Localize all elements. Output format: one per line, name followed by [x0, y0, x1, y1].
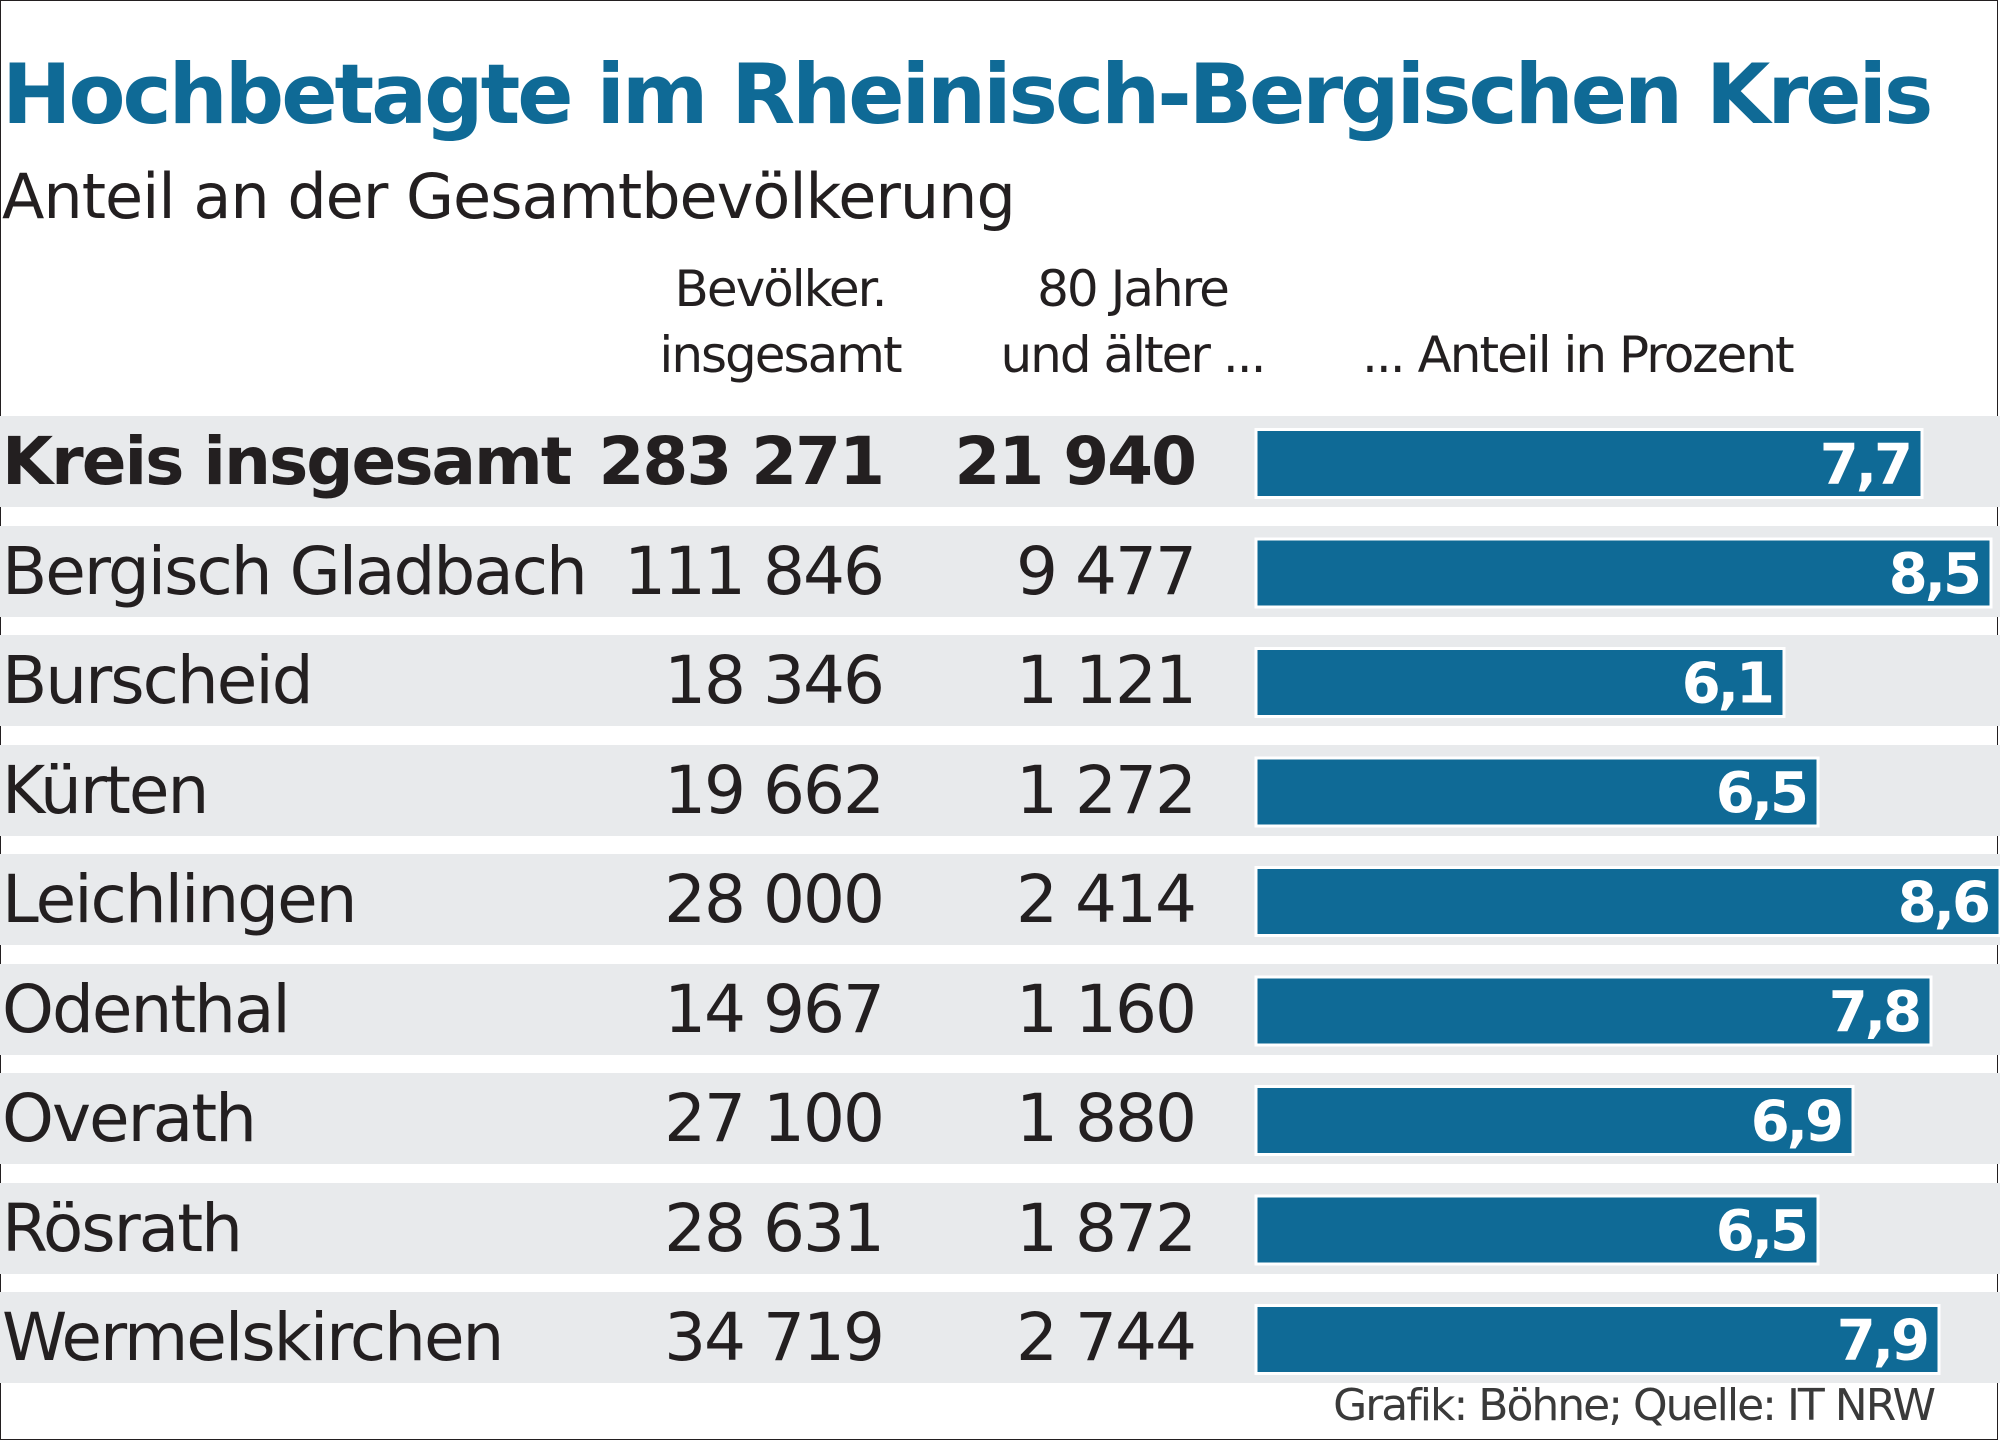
bar-8: [1254, 1194, 1820, 1266]
bar-2: [1254, 537, 1993, 609]
bar-9: [1254, 1304, 1941, 1375]
row-age80: 21 940: [954, 423, 1197, 500]
row-population: 283 271: [598, 423, 885, 500]
row-age80: 2 744: [1016, 1299, 1197, 1376]
bar-value-label: 7,9: [1837, 1309, 1927, 1374]
row-name: Kreis insgesamt: [2, 423, 572, 500]
bar-value-label: 8,6: [1898, 871, 1988, 936]
row-name: Wermelskirchen: [2, 1299, 504, 1376]
bar-value-label: 8,5: [1889, 542, 1979, 607]
bar-1: [1254, 428, 1924, 499]
row-age80: 1 880: [1016, 1080, 1197, 1157]
chart-title: Hochbetagte im Rheinisch-Bergischen Krei…: [2, 46, 1933, 143]
bar-4: [1254, 756, 1820, 828]
row-name: Odenthal: [2, 970, 291, 1048]
header-population: Bevölker. insgesamt: [650, 256, 910, 388]
row-name: Bergisch Gladbach: [2, 532, 588, 610]
bar-value-label: 6,5: [1716, 761, 1806, 826]
row-age80: 1 272: [1016, 751, 1197, 829]
bar-value-label: 7,8: [1829, 980, 1919, 1045]
source-credit: Grafik: Böhne; Quelle: IT NRW: [1333, 1380, 1936, 1431]
bar-3: [1254, 647, 1786, 718]
row-name: Leichlingen: [2, 861, 358, 938]
bar-value-label: 6,5: [1716, 1199, 1806, 1264]
row-population: 14 967: [664, 970, 885, 1048]
row-population: 111 846: [624, 532, 885, 610]
row-age80: 9 477: [1016, 532, 1197, 610]
row-age80: 1 121: [1016, 642, 1197, 719]
row-name: Kürten: [2, 751, 209, 829]
row-age80: 1 872: [1016, 1189, 1197, 1267]
row-name: Burscheid: [2, 642, 314, 719]
row-population: 28 000: [664, 861, 885, 938]
row-population: 27 100: [664, 1080, 885, 1157]
row-name: Overath: [2, 1080, 257, 1157]
bar-value-label: 7,7: [1820, 433, 1910, 498]
bar-6: [1254, 975, 1933, 1047]
row-population: 19 662: [664, 751, 885, 829]
bar-value-label: 6,1: [1682, 652, 1772, 717]
chart-subtitle: Anteil an der Gesamtbevölkerung: [2, 160, 1016, 233]
row-population: 34 719: [664, 1299, 885, 1376]
header-population-line2: insgesamt: [659, 326, 902, 384]
bar-7: [1254, 1085, 1855, 1156]
header-age80-line1: 80 Jahre: [1037, 260, 1230, 318]
bar-value-label: 6,9: [1751, 1090, 1841, 1155]
row-age80: 1 160: [1016, 970, 1197, 1048]
row-name: Rösrath: [2, 1189, 243, 1267]
header-share: ... Anteil in Prozent: [1362, 326, 1795, 384]
row-age80: 2 414: [1016, 861, 1197, 938]
bar-5: [1254, 866, 2000, 937]
header-population-line1: Bevölker.: [674, 260, 888, 318]
header-age80: 80 Jahre und älter ...: [1000, 256, 1266, 388]
row-population: 18 346: [664, 642, 885, 719]
header-age80-line2: und älter ...: [1000, 326, 1266, 384]
row-population: 28 631: [664, 1189, 885, 1267]
